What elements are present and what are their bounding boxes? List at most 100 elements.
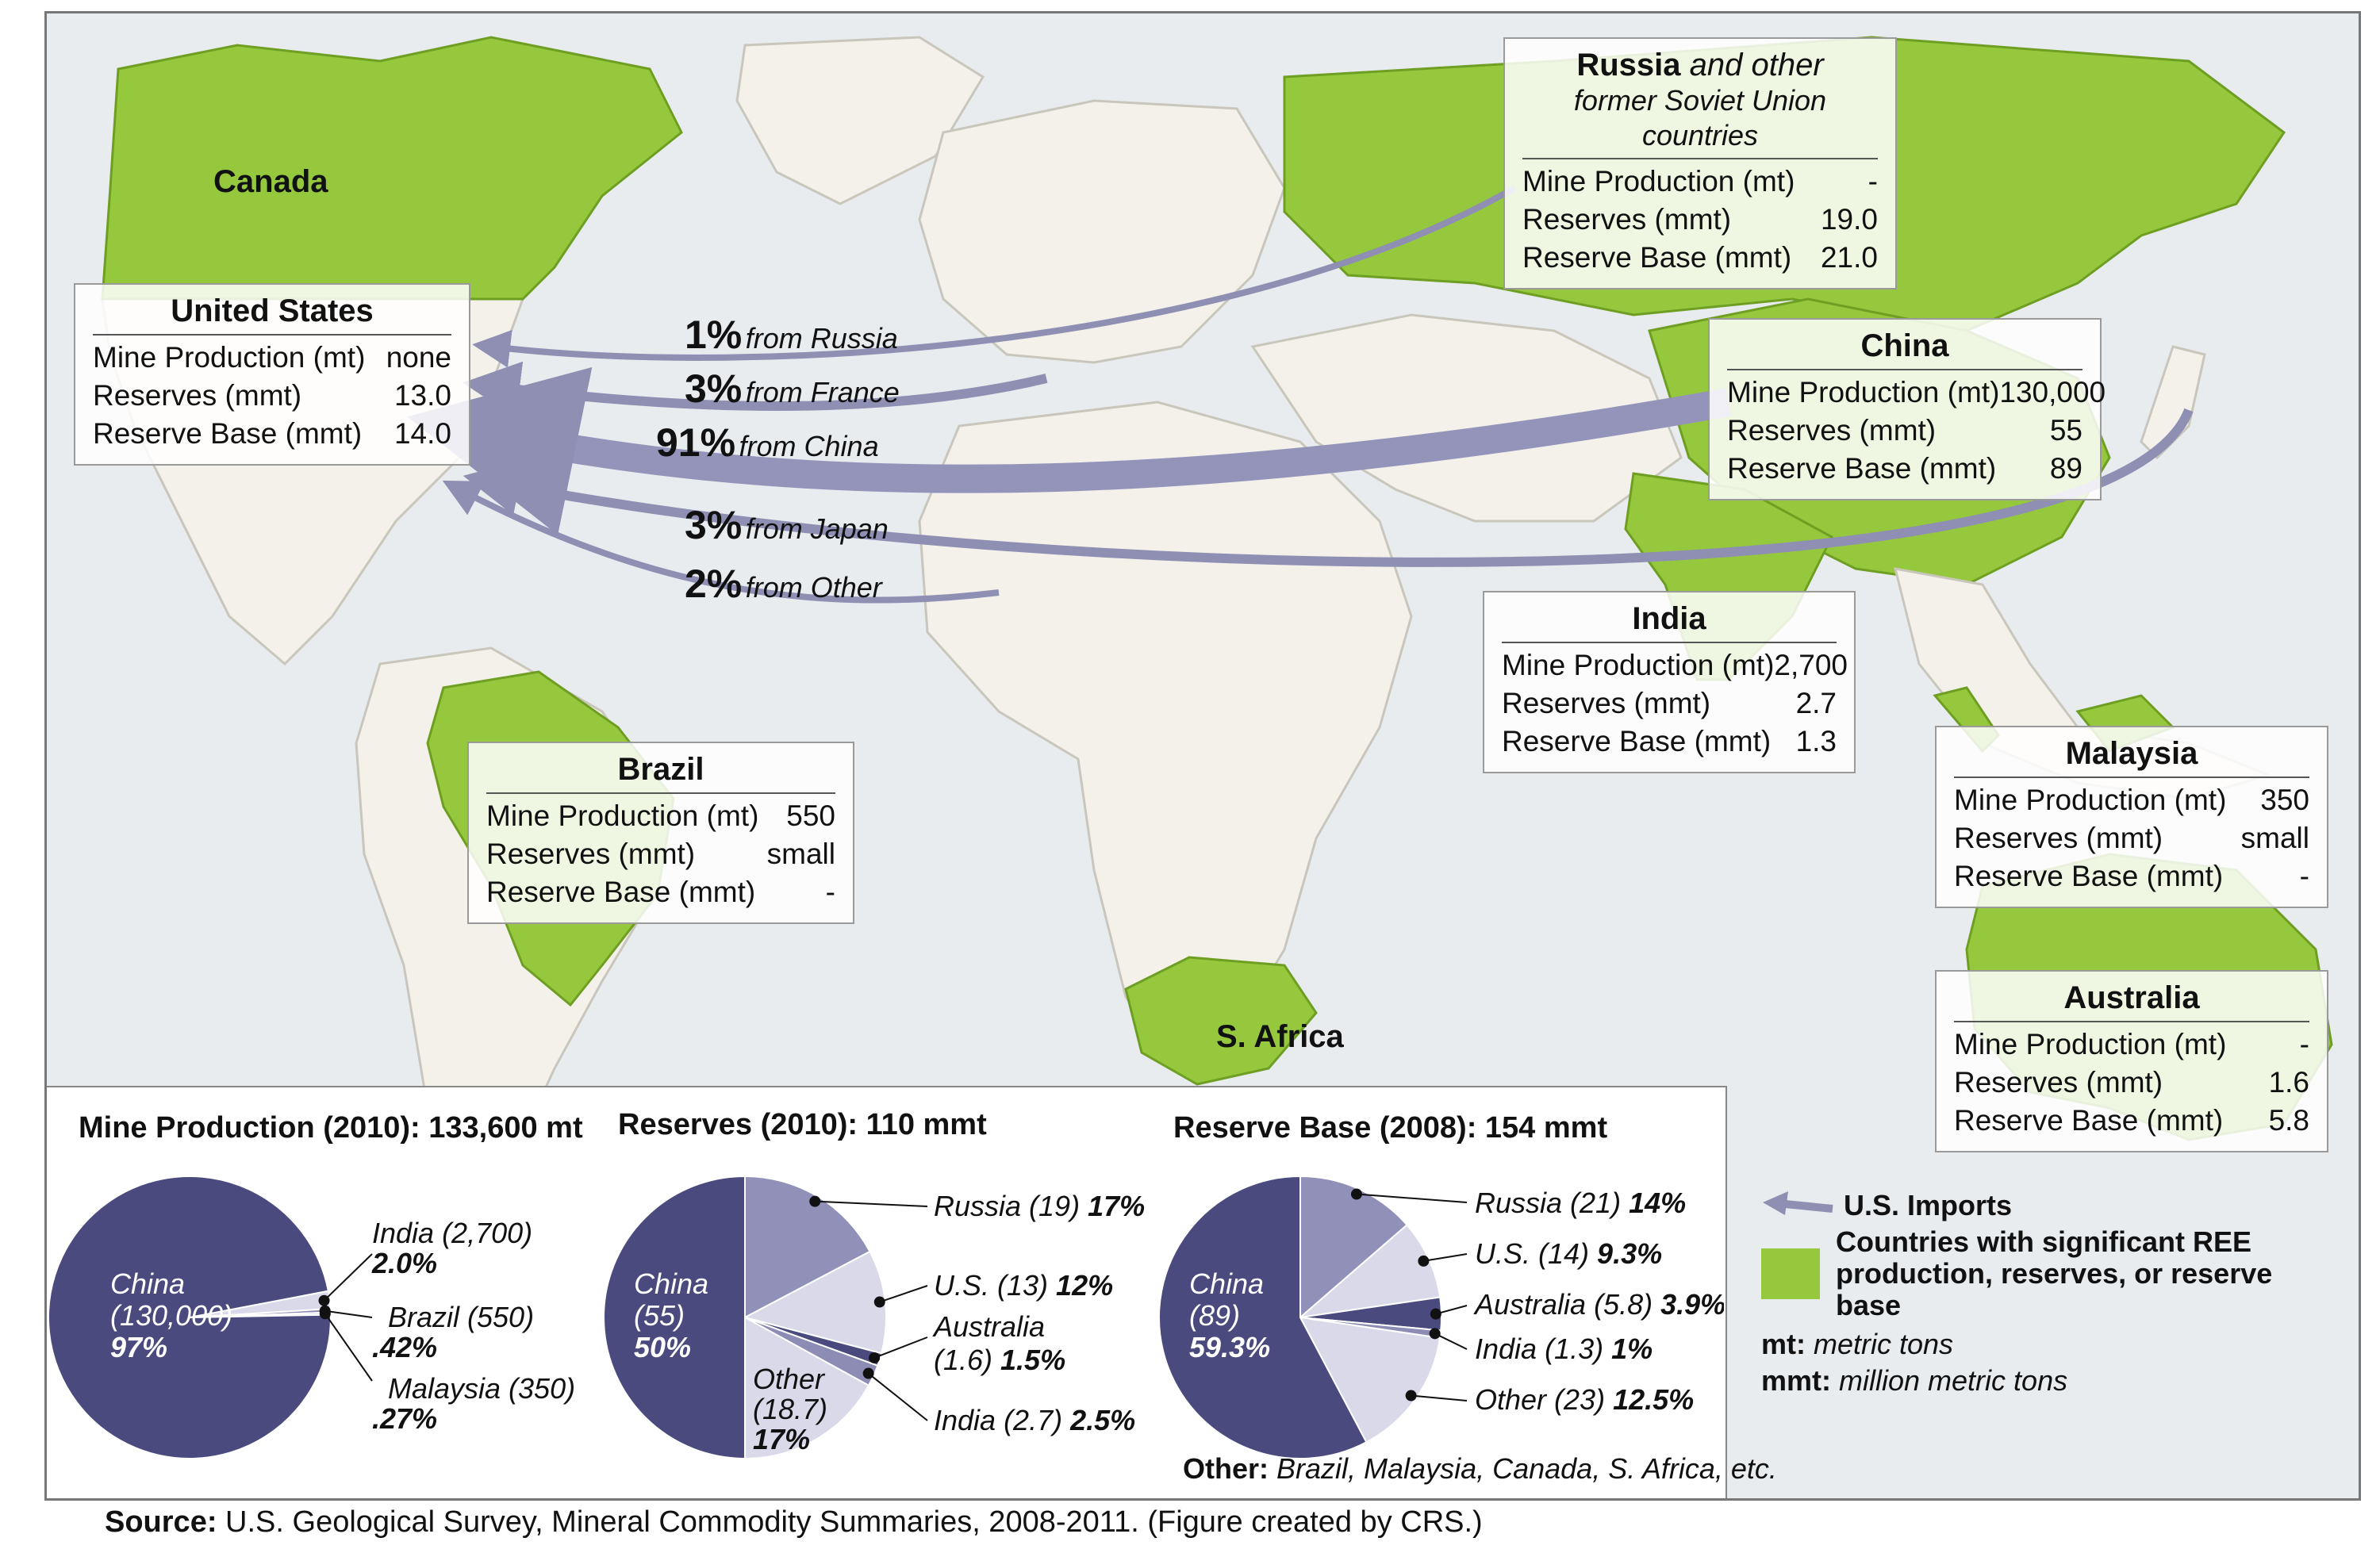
infobox-brazil-title: Brazil (617, 752, 704, 787)
pie-label-india: India (2,700) (372, 1217, 532, 1249)
leader-line (324, 1310, 373, 1318)
legend-mt-abbr: mt: (1761, 1328, 1806, 1360)
row-value: small (766, 838, 835, 870)
leader-line (879, 1285, 928, 1303)
infobox-row: Reserves (mmt) 19.0 (1522, 201, 1878, 239)
footnote-label: Other: (1183, 1452, 1269, 1485)
row-label: Reserves (mmt) (1954, 822, 2163, 854)
row-value: 89 (2049, 452, 2082, 485)
pie-slice-u-s- (1297, 1223, 1441, 1319)
import-label-russia: 1% from Russia (685, 312, 898, 358)
chart-title-mine-production: Mine Production (2010): 133,600 mt (79, 1111, 583, 1145)
footnote-text: Brazil, Malaysia, Canada, S. Africa, etc… (1276, 1452, 1777, 1485)
pie-pct-india: 2.0% (371, 1247, 437, 1279)
pie-label-us: U.S. (14) 9.3% (1475, 1237, 1662, 1270)
pie-inner-label-other: Other (753, 1363, 826, 1395)
row-label: Reserves (mmt) (1502, 687, 1711, 719)
row-label: Reserve Base (mmt) (486, 876, 756, 908)
infobox-row: Reserve Base (mmt) 21.0 (1522, 239, 1878, 277)
pie-label-russia: Russia (21) 14% (1475, 1187, 1686, 1219)
pie-inner-pct-other: 17% (753, 1423, 810, 1455)
row-label: Reserve Base (mmt) (1502, 725, 1772, 757)
infobox-row: Mine Production (mt) - (1522, 163, 1878, 201)
import-source: from Russia (745, 322, 898, 355)
pie-slice-russia (744, 1175, 871, 1319)
pie-slice-china (48, 1175, 332, 1459)
infobox-malaysia-title: Malaysia (2065, 736, 2198, 771)
pie-slice-u-s- (743, 1250, 887, 1355)
import-source: from France (745, 376, 900, 408)
import-label-france: 3% from France (685, 366, 900, 412)
row-value: 1.6 (2268, 1066, 2309, 1099)
legend-mt-text: metric tons (1814, 1328, 1954, 1360)
import-label-other: 2% from Other (685, 561, 882, 607)
infobox-row: Reserves (mmt) 2.7 (1502, 684, 1837, 723)
pie-chart-reserves: China(55)50% Russia (19) 17% U.S. (13) 12%… (603, 1175, 1145, 1460)
leader-dot (1429, 1328, 1441, 1340)
infobox-russia-rows: Mine Production (mt) - Reserves (mmt) 19.0… (1522, 158, 1878, 277)
pie-inner-label: China (1189, 1267, 1264, 1300)
infobox-india-rows: Mine Production (mt) 2,700 Reserves (mmt)… (1502, 642, 1848, 761)
infobox-china-title: China (1860, 328, 1949, 363)
infobox-australia: Australia Mine Production (mt) - Reserves… (1935, 970, 2328, 1152)
pie-label-india: India (2.7) 2.5% (934, 1404, 1135, 1436)
import-label-china: 91% from China (656, 420, 879, 466)
chart-title-reserve-base: Reserve Base (2008): 154 mmt (1173, 1111, 1608, 1145)
legend-mmt-abbr: mmt: (1761, 1364, 1831, 1397)
pie-inner-pct: 59.3% (1189, 1331, 1270, 1363)
pie-label-russia: Russia (19) 17% (934, 1190, 1145, 1222)
infobox-row: Reserves (mmt) small (1954, 819, 2309, 857)
infobox-australia-rows: Mine Production (mt) - Reserves (mmt) 1.6 … (1954, 1021, 2309, 1140)
map-label-canada: Canada (213, 164, 328, 199)
leader-dot (318, 1294, 330, 1306)
pie-inner-label: China (634, 1267, 708, 1300)
pie-inner-label-other: (18.7) (753, 1393, 827, 1425)
row-label: Reserves (mmt) (1522, 203, 1732, 236)
source-line: Source: U.S. Geological Survey, Mineral … (105, 1505, 1483, 1540)
greenland-shape (735, 36, 985, 205)
row-value: - (825, 876, 835, 908)
infobox-brazil-rows: Mine Production (mt) 550 Reserves (mmt) sm… (486, 792, 835, 911)
leader-dot (869, 1352, 881, 1363)
south-africa-shape (1124, 956, 1318, 1086)
infobox-russia: Russia and other former Soviet Union cou… (1503, 37, 1897, 290)
pie-label-other: Other (23) 12.5% (1475, 1383, 1694, 1416)
import-pct: 2% (685, 562, 743, 606)
pie-inner-label: (130,000) (110, 1299, 232, 1332)
infobox-china-rows: Mine Production (mt) 130,000 Reserves (mm… (1727, 369, 2106, 488)
source-text: U.S. Geological Survey, Mineral Commodit… (225, 1505, 1483, 1539)
import-pct: 91% (656, 420, 736, 465)
infobox-china: China Mine Production (mt) 130,000 Reserv… (1708, 318, 2106, 500)
row-value: 19.0 (1820, 203, 1878, 236)
row-label: Mine Production (mt) (1954, 1028, 2227, 1060)
infobox-india-title: India (1632, 601, 1706, 636)
pie-inner-label: China (110, 1267, 185, 1300)
green-swatch-icon (1761, 1248, 1820, 1299)
infobox-row: Reserve Base (mmt) - (486, 873, 835, 911)
import-arrow-icon (1763, 1191, 1833, 1215)
infobox-row: Reserve Base (mmt) - (1954, 857, 2309, 895)
import-source: from China (739, 430, 879, 462)
leader-line (1356, 1193, 1468, 1203)
legend: U.S. Imports Countries with significant … (1761, 1190, 2301, 1399)
pie-slice-other (1299, 1316, 1441, 1444)
leader-line (324, 1313, 373, 1382)
pie-pct-brazil: .42% (372, 1331, 437, 1363)
pie-label-australia: Australia (5.8) 3.9% (1473, 1288, 1724, 1321)
leader-line (1411, 1394, 1468, 1402)
row-label: Reserves (mmt) (93, 379, 302, 412)
row-label: Mine Production (mt) (1522, 165, 1795, 197)
legend-mmt: mmt: million metric tons (1761, 1363, 2301, 1399)
leader-dot (1418, 1255, 1430, 1267)
row-label: Reserve Base (mmt) (1954, 1104, 2224, 1137)
pie-slice-other (744, 1316, 870, 1460)
row-label: Reserve Base (mmt) (1727, 452, 1997, 485)
pie-label-australia: Australia (932, 1310, 1045, 1343)
leader-line (873, 1336, 928, 1359)
europe-shape (918, 99, 1286, 364)
infobox-row: Mine Production (mt) 130,000 (1727, 374, 2106, 412)
row-value: - (2299, 1028, 2309, 1060)
row-value: 21.0 (1820, 241, 1878, 274)
row-label: Mine Production (mt) (1954, 784, 2227, 816)
legend-imports-text: U.S. Imports (1844, 1189, 2013, 1221)
